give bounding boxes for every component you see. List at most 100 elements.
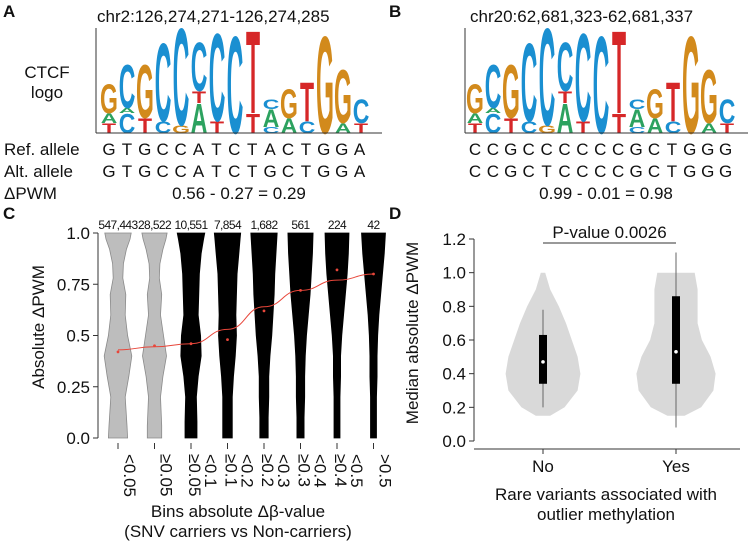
y-tick-label: 0.4: [442, 365, 466, 384]
logo-letter-c: C: [485, 51, 502, 121]
alt-a-base: T: [122, 162, 132, 181]
panel-d-y-axis-label: Median absolute ΔPWM: [403, 242, 422, 424]
y-tick-label: 0.5: [66, 327, 90, 346]
logo-letter-c: C: [575, 10, 592, 149]
logo-letter-g: G: [502, 49, 520, 134]
ref-a-base: A: [264, 140, 276, 159]
alt-a-base: C: [174, 162, 186, 181]
logo-letter-a: A: [119, 107, 136, 115]
y-tick-label: 0.25: [57, 378, 90, 397]
logo-letter-t: T: [504, 114, 519, 138]
logo-letter-t: T: [558, 89, 573, 107]
ref-a-base: T: [122, 140, 132, 159]
ref-a-base: A: [354, 140, 366, 159]
ref-b-base: C: [648, 140, 660, 159]
panel-c-y-axis-label: Absolute ΔPWM: [29, 265, 48, 389]
count-label: 28,522: [138, 218, 172, 232]
panel-letter-b: B: [389, 2, 401, 21]
box: [539, 334, 547, 384]
count-label: 10,551: [174, 218, 208, 232]
logo-letter-t: T: [300, 73, 314, 134]
violin-3: [213, 232, 242, 439]
alt-b-base: G: [504, 162, 517, 181]
y-tick-label: 0.2: [442, 398, 466, 417]
logo-letter-g: G: [682, 9, 700, 164]
alt-b-base: T: [667, 162, 677, 181]
alt-a-base: C: [157, 162, 169, 181]
alt-a-base: A: [354, 162, 366, 181]
panel-letter-d: D: [389, 204, 401, 223]
median-point: [674, 349, 678, 354]
equation-b: 0.99 - 0.01 = 0.98: [539, 184, 673, 203]
panel-c-violin-chart: 0.0 0.25 0.5 0.75 1.0 547,443 28,522 10,551 7,85…: [57, 218, 395, 497]
ref-a-base: C: [282, 140, 294, 159]
logo-letter-a: A: [191, 97, 208, 143]
x-tick-label: <0.3: [274, 454, 293, 488]
y-tick-label: 1.2: [442, 230, 466, 249]
alt-a-base: A: [193, 162, 205, 181]
ref-b-base: T: [667, 140, 677, 159]
box: [672, 296, 680, 384]
y-tick-label: 0.75: [57, 275, 90, 294]
logo-letter-c: C: [227, 9, 244, 164]
ref-a-base: G: [102, 140, 115, 159]
count-label: 561: [291, 218, 310, 232]
ref-a-base: T: [301, 140, 311, 159]
logo-letter-a: A: [281, 114, 298, 138]
alt-b-base: C: [523, 162, 535, 181]
equation-a: 0.56 - 0.27 = 0.29: [172, 184, 306, 203]
x-tick-label: ≥0.05: [185, 454, 204, 496]
violin-1: [141, 232, 168, 439]
ref-a-base: A: [193, 140, 205, 159]
x-tick-label: Yes: [662, 457, 690, 476]
logo-letter-g: G: [646, 82, 664, 128]
logo-letter-t: T: [138, 114, 153, 138]
logo-letter-c: C: [155, 21, 172, 146]
ref-a-base: C: [174, 140, 186, 159]
ref-a-base: T: [247, 140, 257, 159]
logo-letter-t: T: [612, 109, 626, 140]
logo-label-line2: logo: [31, 83, 63, 102]
alt-b-base: T: [541, 162, 551, 181]
panel-letter-a: A: [3, 2, 15, 21]
logo-letter-g: G: [136, 49, 154, 134]
violin-2: [176, 232, 206, 439]
x-tick-label: No: [532, 457, 554, 476]
logo-letter-c: C: [263, 125, 280, 135]
alt-b-base: C: [558, 162, 570, 181]
alt-a-base: G: [102, 162, 115, 181]
panel-d-x-axis-label-line1: Rare variants associated with: [495, 485, 717, 504]
alt-b-base: C: [487, 162, 499, 181]
alt-a-base: T: [211, 162, 221, 181]
ref-a-base: C: [228, 140, 240, 159]
x-tick-label: ≥0.4: [331, 454, 350, 487]
alt-b-base: G: [629, 162, 642, 181]
panel-a-coordinate: chr2:126,274,271-126,274,285: [97, 7, 330, 26]
ref-b-base: G: [719, 140, 732, 159]
ref-b-base: G: [683, 140, 696, 159]
alt-allele-label: Alt. allele: [4, 162, 73, 181]
count-label: 547,443: [98, 218, 138, 232]
y-tick-label: 0.0: [442, 432, 466, 451]
logo-letter-a: A: [101, 111, 118, 126]
alt-a-base: T: [301, 162, 311, 181]
logo-letter-c: C: [629, 97, 646, 112]
violin-5: [287, 232, 314, 439]
p-value-label: P-value 0.0026: [552, 223, 666, 242]
x-tick-label: >0.5: [376, 454, 395, 488]
logo-letter-c: C: [119, 109, 136, 140]
count-label: 1,682: [250, 218, 278, 232]
x-tick-label: ≥0.05: [157, 454, 176, 496]
x-tick-label: <0.5: [347, 454, 366, 488]
ref-b-base: G: [504, 140, 517, 159]
alt-b-base: C: [469, 162, 481, 181]
logo-letter-a: A: [485, 107, 502, 115]
ref-b-base: C: [594, 140, 606, 159]
violin-6: [324, 232, 350, 439]
logo-letter-c: C: [593, 9, 610, 164]
